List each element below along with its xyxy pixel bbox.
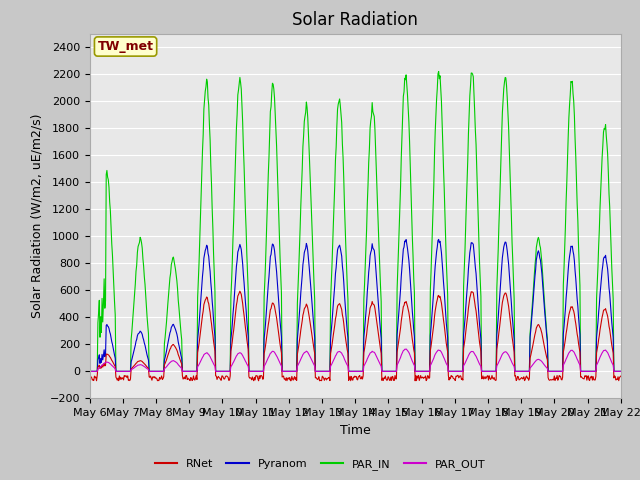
- Line: PAR_IN: PAR_IN: [90, 72, 621, 372]
- Legend: RNet, Pyranom, PAR_IN, PAR_OUT: RNet, Pyranom, PAR_IN, PAR_OUT: [150, 455, 490, 474]
- PAR_OUT: [86, 369, 93, 374]
- Pyranom: [148, 369, 156, 374]
- PAR_IN: [617, 369, 625, 374]
- RNet: [148, 377, 156, 383]
- RNet: [293, 377, 301, 383]
- PAR_OUT: [272, 352, 280, 358]
- PAR_OUT: [292, 369, 300, 374]
- RNet: [273, 315, 280, 321]
- Line: PAR_OUT: PAR_OUT: [90, 349, 621, 372]
- RNet: [411, 350, 419, 356]
- Text: TW_met: TW_met: [97, 40, 154, 53]
- PAR_IN: [148, 369, 156, 374]
- PAR_IN: [435, 69, 442, 74]
- PAR_IN: [440, 185, 448, 191]
- X-axis label: Time: Time: [340, 424, 371, 437]
- PAR_OUT: [411, 362, 419, 368]
- Pyranom: [435, 237, 442, 242]
- Pyranom: [246, 369, 253, 374]
- PAR_OUT: [440, 356, 448, 361]
- Pyranom: [86, 369, 93, 374]
- Line: RNet: RNet: [90, 291, 621, 381]
- PAR_OUT: [148, 369, 156, 374]
- PAR_IN: [86, 369, 93, 374]
- RNet: [617, 373, 625, 379]
- PAR_OUT: [403, 346, 410, 352]
- Pyranom: [440, 288, 448, 294]
- PAR_IN: [292, 369, 300, 374]
- RNet: [412, 378, 419, 384]
- RNet: [236, 288, 244, 294]
- Pyranom: [410, 327, 417, 333]
- Pyranom: [617, 369, 625, 374]
- Line: Pyranom: Pyranom: [90, 240, 621, 372]
- RNet: [246, 375, 254, 381]
- PAR_IN: [410, 276, 417, 281]
- Title: Solar Radiation: Solar Radiation: [292, 11, 418, 29]
- PAR_OUT: [617, 369, 625, 374]
- Pyranom: [292, 369, 300, 374]
- Y-axis label: Solar Radiation (W/m2, uE/m2/s): Solar Radiation (W/m2, uE/m2/s): [31, 114, 44, 318]
- PAR_OUT: [246, 369, 253, 374]
- PAR_IN: [246, 369, 253, 374]
- RNet: [441, 328, 449, 334]
- Pyranom: [272, 263, 280, 268]
- PAR_IN: [272, 129, 280, 134]
- RNet: [86, 376, 93, 382]
